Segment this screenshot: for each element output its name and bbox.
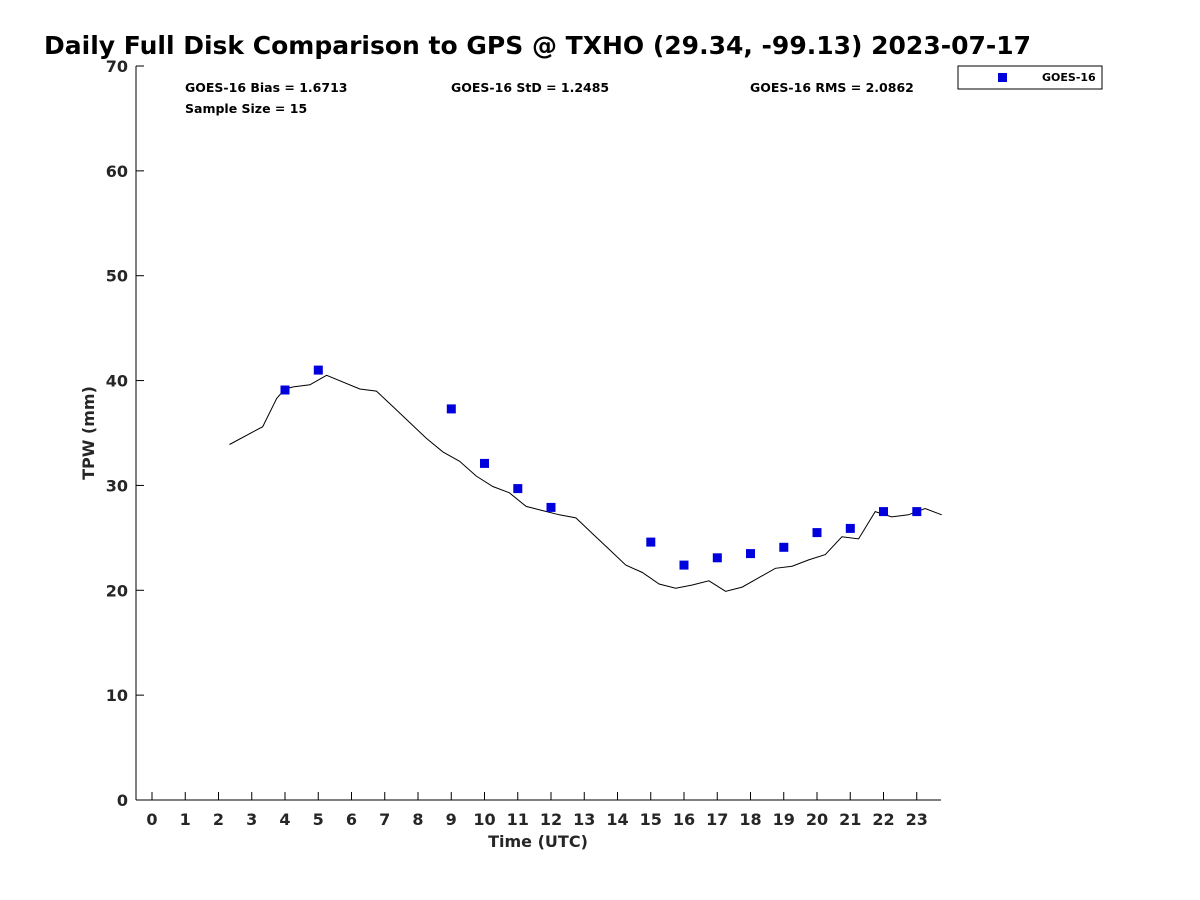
goes16-point	[546, 502, 556, 512]
x-tick-label: 3	[246, 810, 257, 829]
x-tick-label: 5	[313, 810, 324, 829]
x-tick-label: 2	[213, 810, 224, 829]
x-tick-label: 7	[379, 810, 390, 829]
goes16-point	[845, 523, 855, 533]
legend-marker-goes16	[998, 73, 1007, 82]
x-tick-label: 18	[739, 810, 761, 829]
goes16-series	[280, 365, 922, 570]
goes16-point	[812, 528, 822, 538]
x-axis-label: Time (UTC)	[488, 832, 588, 851]
x-tick-label: 14	[606, 810, 628, 829]
gps-line	[229, 374, 942, 592]
goes16-point	[280, 385, 290, 395]
x-tick-label: 6	[346, 810, 357, 829]
goes16-point	[679, 560, 689, 570]
x-tick-label: 9	[446, 810, 457, 829]
goes16-point	[879, 507, 888, 517]
x-ticks: 0 1 2 3 4 5 6 7 8 9 10 11 12 13 14 15 16 17 18 19 20 21 22 23	[146, 792, 928, 829]
goes16-point	[746, 549, 755, 559]
bias-stat: GOES-16 Bias = 1.6713	[185, 80, 347, 95]
x-tick-label: 11	[507, 810, 529, 829]
goes16-point	[313, 365, 323, 375]
x-tick-label: 16	[673, 810, 695, 829]
x-tick-label: 12	[540, 810, 562, 829]
x-tick-label: 20	[806, 810, 828, 829]
rms-stat: GOES-16 RMS = 2.0862	[750, 80, 914, 95]
std-stat: GOES-16 StD = 1.2485	[451, 80, 609, 95]
x-tick-label: 1	[180, 810, 191, 829]
x-tick-label: 10	[473, 810, 495, 829]
x-tick-label: 13	[573, 810, 595, 829]
y-tick-label: 10	[106, 686, 128, 705]
y-tick-label: 40	[106, 372, 128, 391]
x-tick-label: 8	[412, 810, 423, 829]
y-tick-label: 50	[106, 267, 128, 286]
legend: GOES-16	[957, 65, 1103, 90]
goes16-point	[779, 542, 789, 552]
x-tick-label: 19	[773, 810, 795, 829]
y-tick-label: 70	[106, 57, 128, 76]
x-tick-label: 0	[146, 810, 157, 829]
y-tick-label: 20	[106, 581, 128, 600]
plot-axes	[135, 66, 941, 801]
chart-title: Daily Full Disk Comparison to GPS @ TXHO…	[44, 31, 1031, 60]
x-tick-label: 21	[839, 810, 861, 829]
goes16-point	[912, 507, 922, 517]
x-tick-label: 15	[640, 810, 662, 829]
x-tick-label: 4	[279, 810, 290, 829]
goes16-point	[446, 404, 456, 414]
y-axis-label: TPW (mm)	[79, 386, 98, 480]
x-tick-label: 23	[906, 810, 928, 829]
y-tick-label: 60	[106, 162, 128, 181]
goes16-point	[712, 553, 722, 563]
goes16-point	[513, 484, 523, 494]
x-tick-label: 22	[872, 810, 894, 829]
y-ticks: 0 10 20 30 40 50 60 70	[106, 57, 144, 810]
x-tick-label: 17	[706, 810, 728, 829]
goes16-point	[646, 537, 656, 547]
legend-label-goes16: GOES-16	[1042, 71, 1096, 84]
goes16-point	[480, 458, 489, 468]
y-tick-label: 0	[117, 791, 128, 810]
legend-box	[957, 65, 1103, 90]
sample-size-stat: Sample Size = 15	[185, 101, 307, 116]
y-tick-label: 30	[106, 476, 128, 495]
gps-series	[229, 374, 942, 592]
